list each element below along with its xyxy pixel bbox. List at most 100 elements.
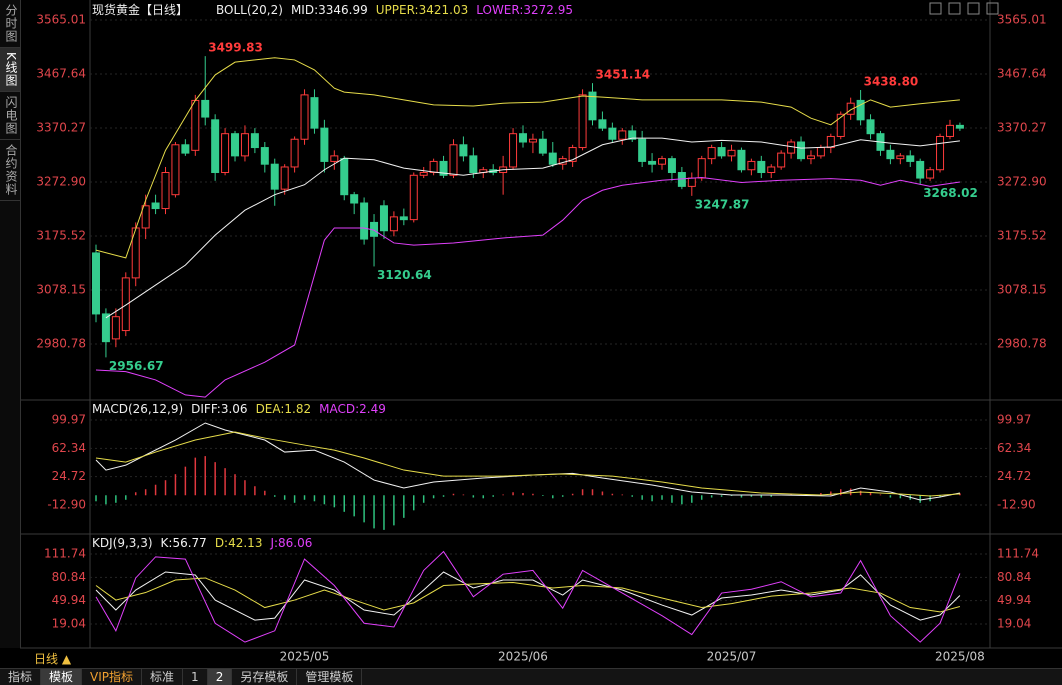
y-tick-label: 80.84 bbox=[997, 570, 1031, 584]
y-tick-label: 24.72 bbox=[997, 469, 1031, 483]
toolbar-item[interactable]: 1 bbox=[183, 669, 208, 685]
candle-body bbox=[568, 147, 577, 162]
y-tick-label: 2980.78 bbox=[36, 336, 86, 350]
toolbar-item[interactable]: VIP指标 bbox=[82, 669, 143, 685]
candle-body bbox=[221, 133, 230, 174]
indicator-line bbox=[95, 550, 961, 643]
candle-body bbox=[439, 160, 448, 176]
toolbar-item[interactable]: 标准 bbox=[142, 669, 184, 685]
candle-body bbox=[121, 277, 130, 332]
y-tick-label: 3078.15 bbox=[36, 282, 86, 296]
y-tick-label: 3370.27 bbox=[36, 120, 86, 134]
toolbar-item[interactable]: 2 bbox=[207, 669, 233, 685]
candle-body bbox=[926, 169, 935, 179]
indicator-name: BOLL(20,2) bbox=[216, 3, 283, 17]
y-tick-label: 62.34 bbox=[52, 441, 86, 455]
y-tick-label: 80.84 bbox=[52, 570, 86, 584]
y-tick-label: 111.74 bbox=[44, 547, 86, 561]
toolbar: 指标 模板 VIP指标 标准 1 2 另存模板 管理模板 bbox=[0, 668, 1062, 685]
candle-body bbox=[161, 172, 170, 210]
candle-body bbox=[936, 135, 945, 171]
candle-body bbox=[886, 149, 895, 160]
sidebar-tab[interactable]: 闪电图 bbox=[0, 92, 20, 140]
candle-body bbox=[201, 99, 210, 118]
candle-body bbox=[379, 205, 388, 232]
candle-body bbox=[92, 252, 100, 315]
candle-body bbox=[816, 147, 825, 157]
y-tick-label: -12.90 bbox=[997, 497, 1036, 511]
panel-title: KDJ(9,3,3) bbox=[92, 536, 153, 550]
candle-body bbox=[181, 144, 190, 154]
period-selector[interactable]: 日线 ▲ bbox=[34, 652, 72, 666]
y-tick-label: -12.90 bbox=[47, 497, 86, 511]
x-tick-label: 2025/05 bbox=[280, 650, 330, 664]
icon-button[interactable] bbox=[986, 2, 999, 15]
x-tick-label: 2025/06 bbox=[498, 650, 548, 664]
candle-body bbox=[916, 160, 925, 179]
panel-title: MACD(26,12,9) bbox=[92, 402, 183, 416]
candle-body bbox=[777, 152, 786, 168]
candle-body bbox=[320, 127, 329, 162]
indicator-line bbox=[105, 137, 960, 319]
candle-body bbox=[628, 130, 637, 140]
candle-body bbox=[687, 177, 696, 187]
panel-header: 现货黄金【日线】 BOLL(20,2) MID:3346.99 UPPER:3421.… bbox=[92, 2, 573, 17]
candle-body bbox=[518, 133, 527, 143]
sidebar-tab[interactable]: K线图 bbox=[0, 48, 20, 92]
y-tick-label: 62.34 bbox=[997, 441, 1031, 455]
y-tick-label: 3467.64 bbox=[36, 66, 86, 80]
icon-button[interactable] bbox=[967, 2, 980, 15]
toolbar-item[interactable]: 另存模板 bbox=[232, 669, 298, 685]
y-tick-label: 49.94 bbox=[52, 593, 86, 607]
candle-body bbox=[469, 155, 478, 174]
candle-body bbox=[310, 97, 319, 129]
legend-entry: MID:3346.99 bbox=[291, 3, 368, 17]
sidebar-tab[interactable]: 合约资料 bbox=[0, 140, 20, 201]
legend-entry: D:42.13 bbox=[215, 536, 263, 550]
panel-header: MACD(26,12,9) DIFF:3.06 DEA:1.82 MACD:2.49 bbox=[92, 402, 386, 416]
candle-body bbox=[360, 202, 369, 240]
candle-body bbox=[231, 133, 240, 157]
candle-body bbox=[389, 216, 398, 232]
y-tick-label: 2980.78 bbox=[997, 336, 1047, 350]
icon-button[interactable] bbox=[948, 2, 961, 15]
legend-entry: DIFF:3.06 bbox=[191, 402, 247, 416]
indicator-line bbox=[95, 431, 960, 497]
y-tick-label: 49.94 bbox=[997, 593, 1031, 607]
candle-body bbox=[528, 138, 537, 143]
indicator-line bbox=[95, 57, 960, 259]
candle-body bbox=[290, 138, 299, 168]
legend-entry: MACD:2.49 bbox=[319, 402, 386, 416]
y-tick-label: 3370.27 bbox=[997, 120, 1047, 134]
indicator-line bbox=[95, 571, 961, 621]
legend-entry: K:56.77 bbox=[161, 536, 207, 550]
candle-body bbox=[459, 144, 468, 157]
candle-body bbox=[111, 316, 120, 340]
y-tick-label: 24.72 bbox=[52, 469, 86, 483]
y-tick-label: 3565.01 bbox=[36, 13, 86, 27]
candle-body bbox=[240, 133, 249, 157]
candle-body bbox=[300, 94, 309, 140]
legend-entry: J:86.06 bbox=[269, 536, 312, 550]
candle-body bbox=[211, 119, 220, 174]
candle-body bbox=[667, 158, 676, 174]
icon-button[interactable] bbox=[929, 2, 942, 15]
sidebar-tab[interactable]: 分时图 bbox=[0, 0, 20, 48]
toolbar-item[interactable]: 模板 bbox=[41, 669, 83, 685]
candle-body bbox=[250, 133, 259, 149]
extreme-label: 3499.83 bbox=[208, 41, 263, 55]
y-tick-label: 3565.01 bbox=[997, 13, 1047, 27]
extreme-label: 3451.14 bbox=[596, 68, 651, 82]
candle-body bbox=[598, 119, 607, 129]
y-tick-label: 19.04 bbox=[997, 616, 1031, 630]
candle-body bbox=[538, 138, 547, 154]
candle-body bbox=[757, 160, 766, 174]
extreme-label: 3438.80 bbox=[864, 74, 919, 88]
x-tick-label: 2025/08 bbox=[935, 650, 985, 664]
candle-body bbox=[727, 149, 736, 157]
y-tick-label: 99.97 bbox=[52, 413, 86, 427]
toolbar-item[interactable]: 指标 bbox=[0, 669, 42, 685]
toolbar-item[interactable]: 管理模板 bbox=[297, 669, 363, 685]
candle-body bbox=[608, 127, 617, 140]
candle-body bbox=[191, 99, 200, 151]
